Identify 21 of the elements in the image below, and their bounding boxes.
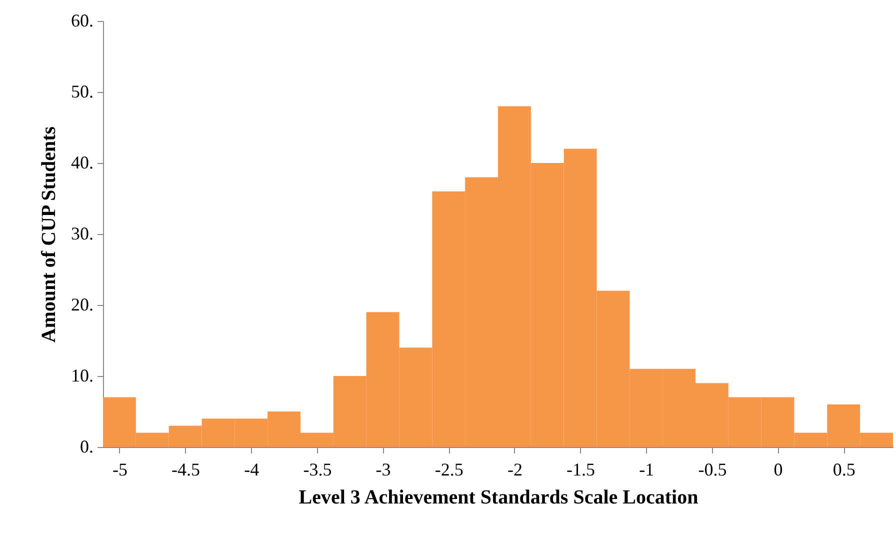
x-tick-label: -2.5 xyxy=(434,460,464,480)
y-axis-title: Amount of CUP Students xyxy=(38,126,60,343)
y-tick-label: 40. xyxy=(71,152,94,172)
x-tick-label: -4 xyxy=(244,460,260,480)
x-axis-title: Level 3 Achievement Standards Scale Location xyxy=(298,486,698,508)
y-tick-label: 50. xyxy=(71,82,94,102)
x-tick-label: -1.5 xyxy=(566,460,596,480)
x-tick-label: -1 xyxy=(639,460,654,480)
x-tick-label: -4.5 xyxy=(172,460,200,480)
x-tick-label: 0 xyxy=(774,460,783,480)
x-tick-label: -3 xyxy=(376,460,391,480)
y-tick-label: 20. xyxy=(71,294,94,314)
x-tick-label: -2 xyxy=(507,460,522,480)
x-tick-label: -0.5 xyxy=(698,460,727,480)
x-tick-label: 0.5 xyxy=(832,460,856,480)
y-tick-label: 30. xyxy=(71,224,94,244)
y-tick-label: 0. xyxy=(80,436,94,456)
y-tick-label: 10. xyxy=(71,366,94,386)
x-tick-label: -5 xyxy=(112,460,128,480)
x-tick-label: -3.5 xyxy=(303,460,332,480)
y-tick-label: 60. xyxy=(71,10,94,30)
